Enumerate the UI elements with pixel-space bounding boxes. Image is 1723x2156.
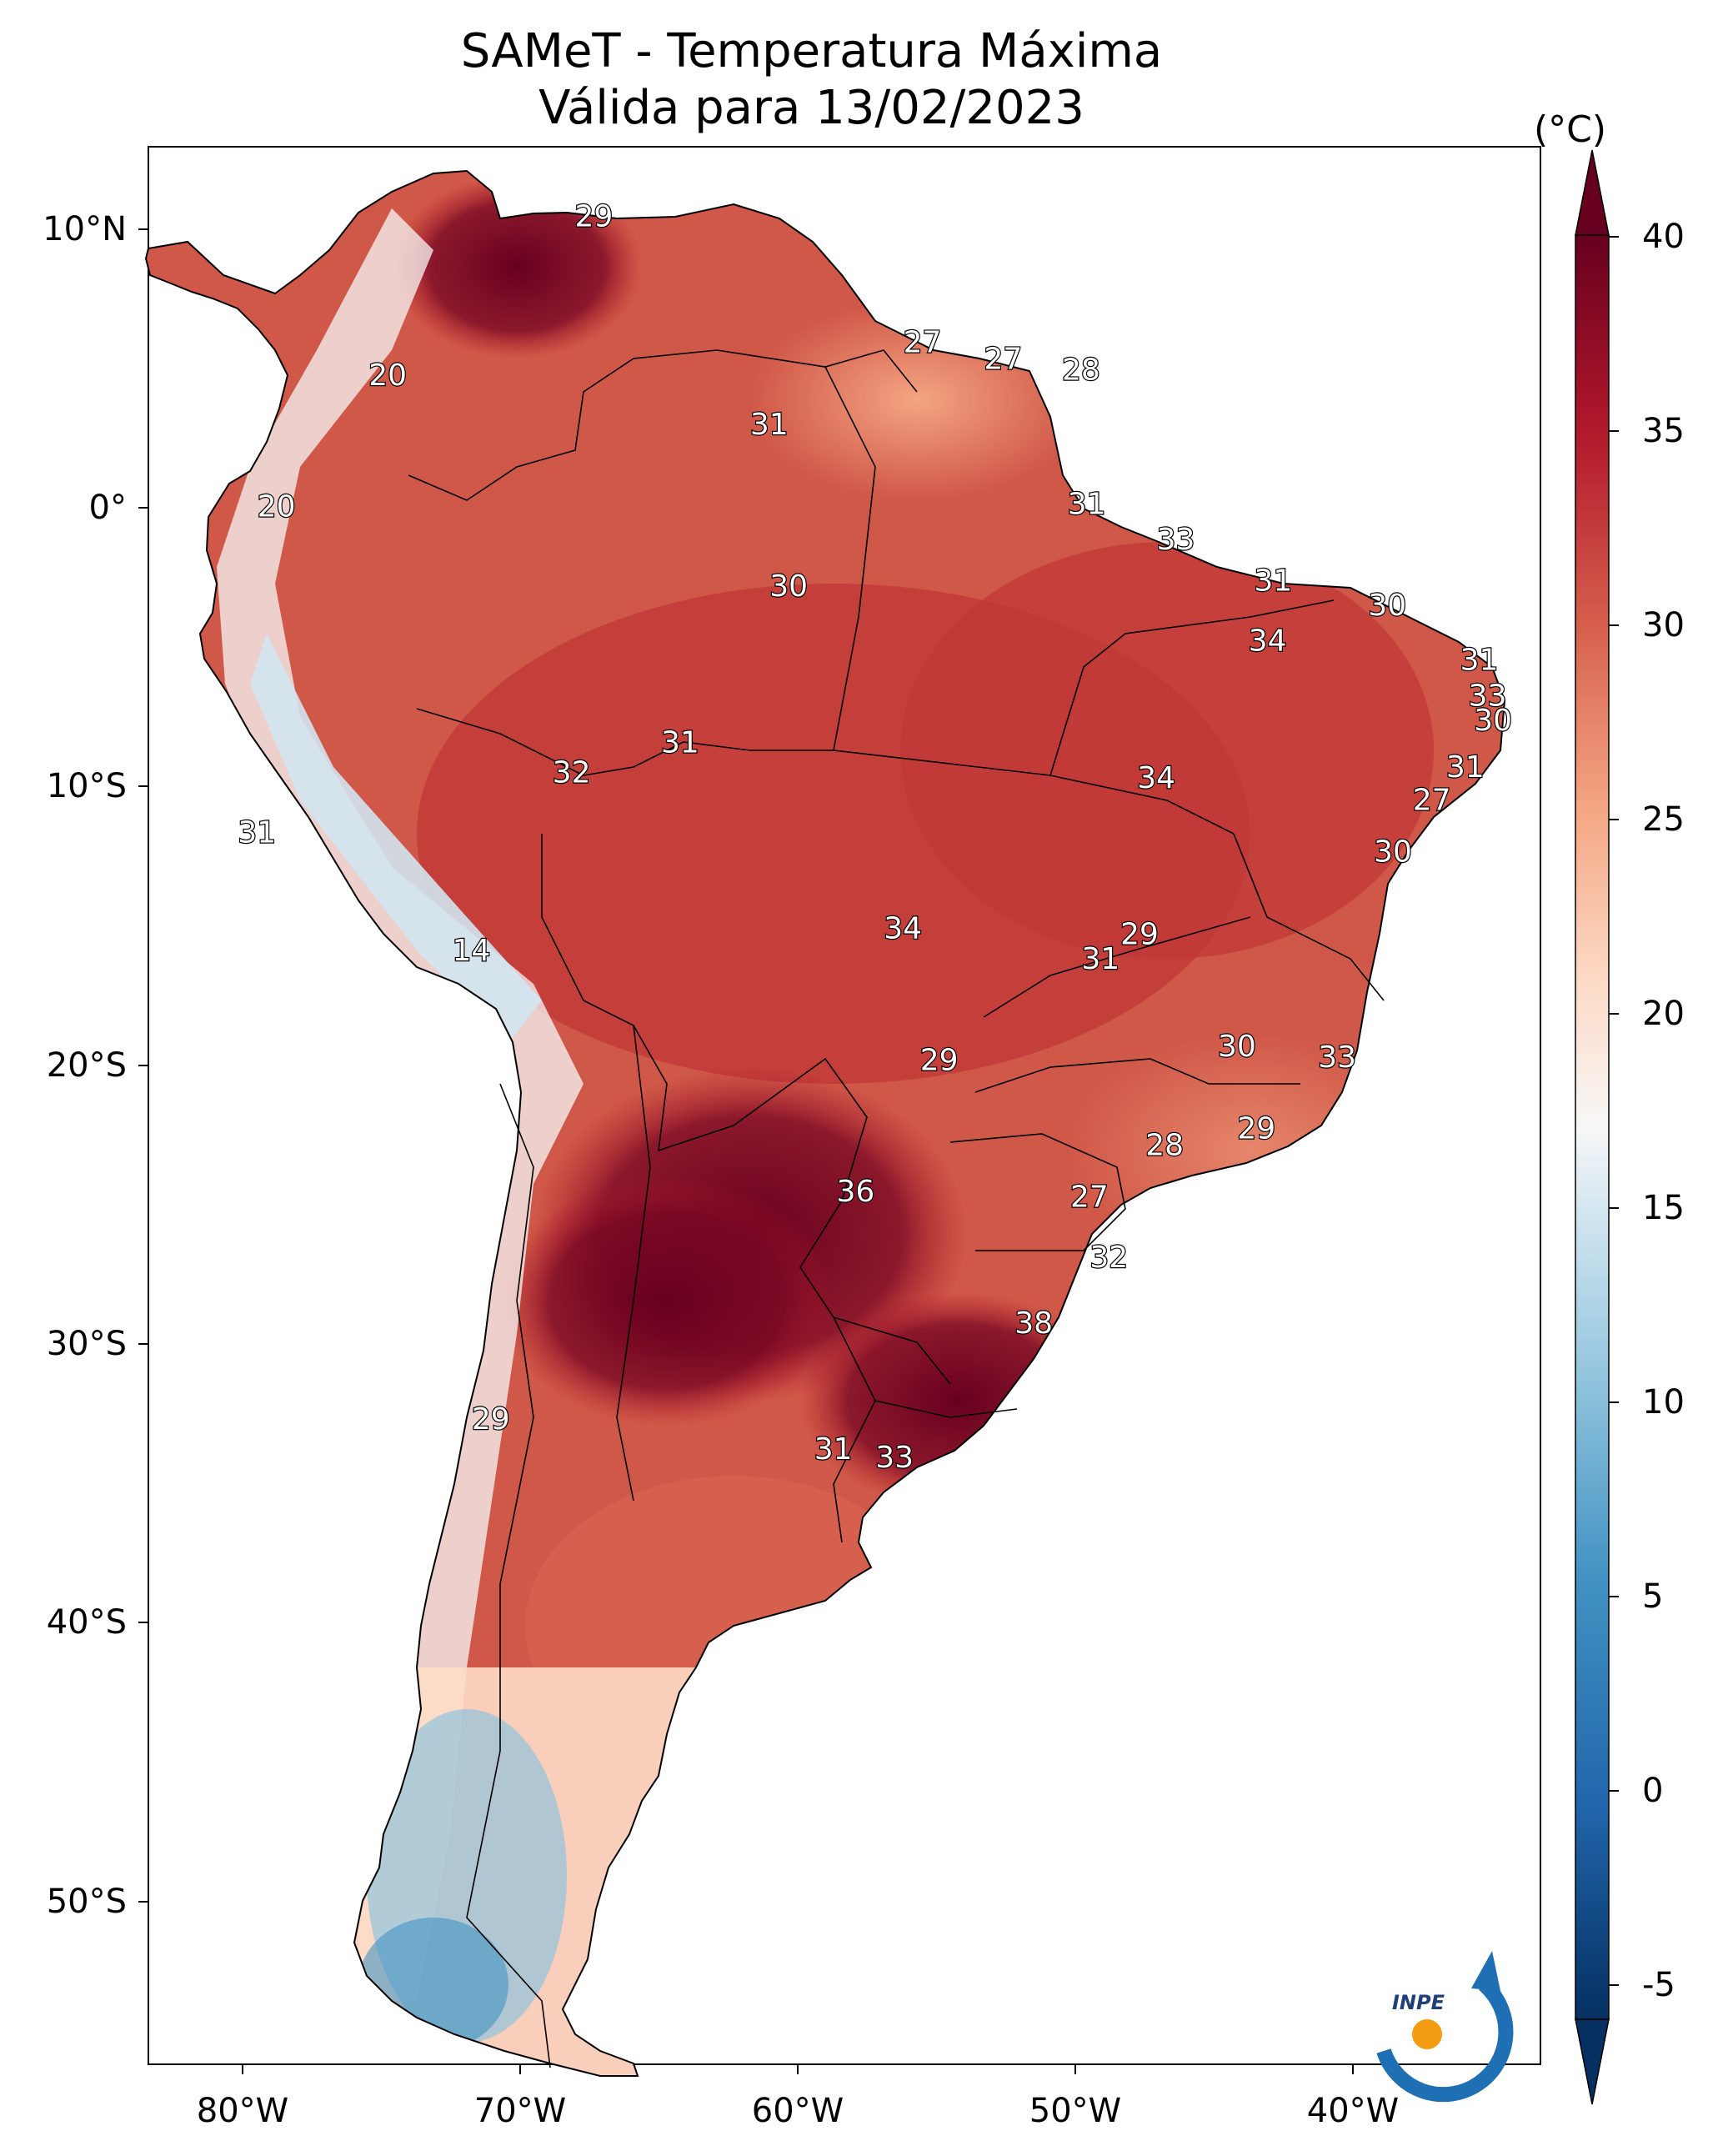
- map-subtitle: Válida para 13/02/2023: [538, 81, 1084, 135]
- station-label: 33: [1469, 679, 1507, 713]
- lat-label-10n: 10°N: [43, 210, 127, 248]
- lon-label-40w: 40°W: [1306, 2092, 1400, 2130]
- lat-label-40s: 40°S: [46, 1603, 127, 1642]
- lat-label-0: 0°: [88, 489, 127, 527]
- station-label: 30: [1368, 589, 1406, 623]
- station-label: 34: [1249, 624, 1287, 659]
- station-label: 30: [769, 569, 808, 604]
- colorbar-tick-0: 0: [1642, 1772, 1664, 1810]
- station-label: 29: [574, 199, 613, 233]
- colorbar-tick-minus5: -5: [1642, 1966, 1675, 2004]
- inpe-logo-text: INPE: [1392, 1991, 1445, 2014]
- station-label: 33: [875, 1441, 914, 1475]
- station-label: 31: [1460, 644, 1499, 678]
- colorbar-tick-15: 15: [1642, 1189, 1685, 1227]
- map-title: SAMeT - Temperatura Máxima: [460, 24, 1163, 78]
- colorbar-tick-25: 25: [1642, 800, 1685, 839]
- colorbar-tick-30: 30: [1642, 606, 1685, 644]
- station-label: 27: [1413, 783, 1451, 817]
- colorbar-unit: (°C): [1534, 108, 1607, 151]
- station-label: 31: [1254, 564, 1292, 598]
- station-label: 36: [836, 1175, 874, 1209]
- station-label: 29: [1120, 917, 1159, 951]
- station-label: 28: [1145, 1128, 1184, 1162]
- axis-ticks: [138, 228, 1354, 2074]
- station-label: 30: [1374, 835, 1412, 870]
- station-label: 14: [452, 934, 490, 968]
- station-label: 38: [1014, 1306, 1053, 1341]
- colorbar-tick-5: 5: [1642, 1577, 1664, 1616]
- station-label: 34: [884, 912, 922, 946]
- station-label: 27: [984, 342, 1022, 376]
- colorbar-tick-10: 10: [1642, 1383, 1685, 1421]
- station-label: 29: [1237, 1112, 1275, 1146]
- station-label: 30: [1474, 704, 1512, 738]
- station-label: 33: [1157, 523, 1195, 557]
- country-borders: [408, 349, 1385, 2068]
- station-label: 31: [1068, 487, 1106, 521]
- station-label: 29: [472, 1402, 510, 1436]
- lon-label-70w: 70°W: [473, 2092, 567, 2130]
- station-label: 31: [661, 725, 699, 760]
- station-label: 31: [1081, 942, 1119, 976]
- station-label: 34: [1137, 761, 1175, 795]
- station-label: 30: [1218, 1030, 1256, 1064]
- colorbar-tick-35: 35: [1642, 412, 1685, 450]
- lat-label-50s: 50°S: [46, 1883, 127, 1921]
- coastline: [144, 169, 1506, 2077]
- colorbar-tick-20: 20: [1642, 995, 1685, 1033]
- station-label: 27: [904, 326, 942, 360]
- colorbar: [1575, 149, 1619, 2105]
- colorbar-tick-40: 40: [1642, 218, 1685, 256]
- station-label: 31: [750, 408, 789, 442]
- lat-label-30s: 30°S: [46, 1325, 127, 1363]
- station-label: 20: [368, 358, 407, 393]
- station-label: 31: [814, 1432, 853, 1467]
- inpe-logo: INPE: [1376, 1951, 1514, 2103]
- station-label: 31: [1446, 750, 1485, 785]
- lon-label-60w: 60°W: [751, 2092, 844, 2130]
- station-label: 32: [1089, 1241, 1128, 1275]
- station-label: 31: [238, 816, 276, 850]
- lat-label-20s: 20°S: [46, 1046, 127, 1085]
- station-label: 20: [258, 490, 296, 524]
- station-label: 27: [1070, 1181, 1109, 1215]
- lat-label-10s: 10°S: [46, 767, 127, 805]
- station-label: 29: [920, 1043, 959, 1077]
- station-label: 32: [553, 755, 591, 790]
- lon-label-80w: 80°W: [196, 2092, 289, 2130]
- lon-label-50w: 50°W: [1029, 2092, 1122, 2130]
- station-label: 28: [1062, 353, 1100, 387]
- station-label: 33: [1318, 1040, 1356, 1075]
